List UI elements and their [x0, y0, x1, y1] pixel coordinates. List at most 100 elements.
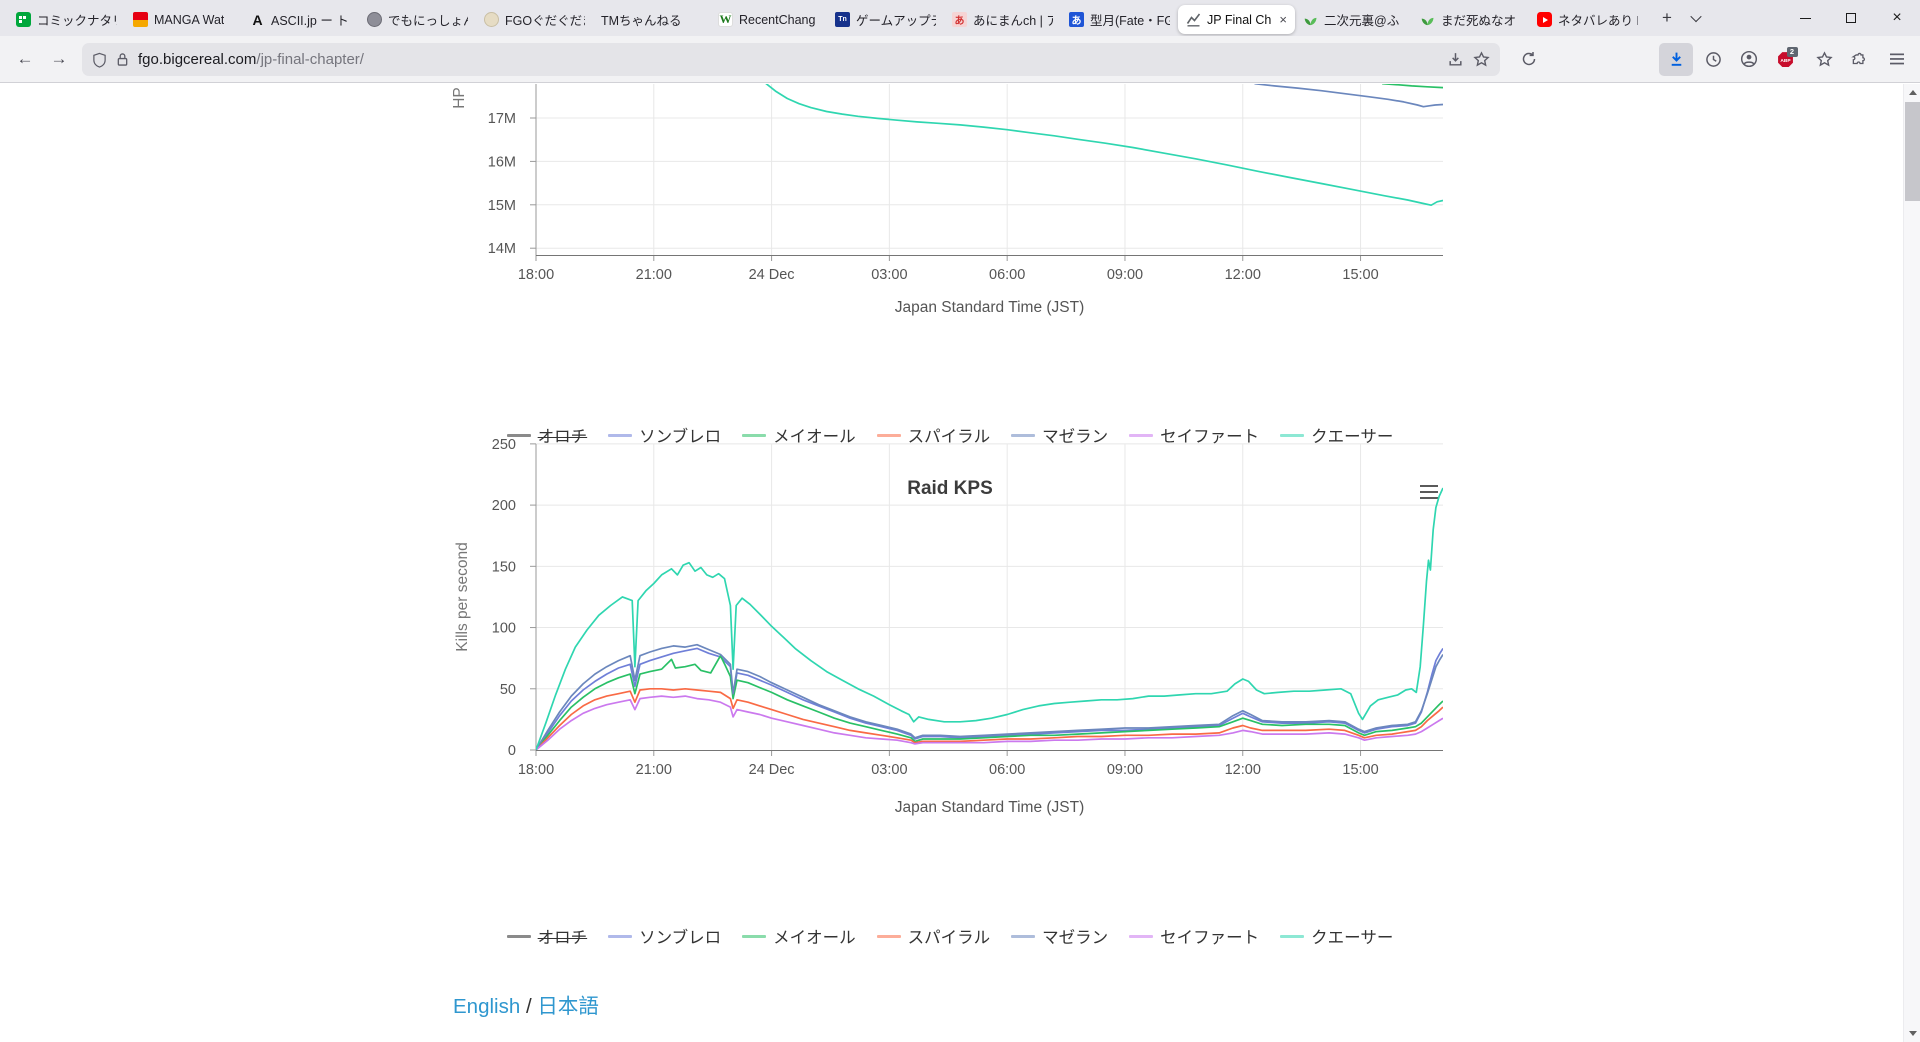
- window-controls: ×: [1782, 0, 1920, 36]
- legend-item-クエーサー[interactable]: クエーサー: [1280, 924, 1393, 948]
- back-button[interactable]: ←: [16, 49, 34, 68]
- legend-item-マゼラン[interactable]: マゼラン: [1011, 924, 1108, 948]
- legend-color-dash: [876, 433, 901, 437]
- scrollbar-thumb[interactable]: [1905, 102, 1920, 201]
- window-minimize-button[interactable]: [1782, 0, 1828, 36]
- url-host: fgo.bigcereal.com: [138, 51, 257, 68]
- y-tick-label: 100: [492, 621, 516, 637]
- legend-color-dash: [506, 433, 531, 437]
- legend-item-ソンブレロ[interactable]: ソンブレロ: [608, 924, 721, 948]
- x-tick-label: 15:00: [1342, 267, 1378, 283]
- x-tick-label: 06:00: [989, 762, 1025, 778]
- tab-game-update[interactable]: ゲームアップデー: [827, 5, 944, 34]
- legend-label: セイファート: [1160, 929, 1260, 947]
- tab-jp-final-chapter-active[interactable]: JP Final Ch ×: [1178, 5, 1295, 34]
- lock-icon[interactable]: [116, 52, 129, 67]
- legend-item-マゼラン[interactable]: マゼラン: [1011, 423, 1108, 447]
- legend-item-セイファート[interactable]: セイファート: [1129, 924, 1259, 948]
- tab-label: 型月(Fate・FG: [1090, 14, 1170, 28]
- legend-item-スパイラル[interactable]: スパイラル: [876, 423, 990, 447]
- scroll-down-arrow[interactable]: [1904, 1025, 1920, 1042]
- tab-animan-ch[interactable]: あにまんch | ア: [944, 5, 1061, 34]
- list-all-tabs-button[interactable]: [1682, 3, 1710, 33]
- tab-close-icon[interactable]: ×: [1279, 12, 1287, 27]
- tab-label: FGOぐだぐだま: [505, 14, 585, 28]
- tab-comic-natalie[interactable]: コミックナタリー: [8, 5, 125, 34]
- chevron-down-icon: [1690, 10, 1702, 23]
- legend-item-ソンブレロ[interactable]: ソンブレロ: [608, 423, 721, 447]
- account-button[interactable]: [1734, 44, 1764, 74]
- avatar-icon: [367, 12, 382, 27]
- series-line-ソンブレロ: [536, 647, 1443, 750]
- sprout-icon: [1420, 12, 1435, 27]
- scroll-up-arrow[interactable]: [1904, 84, 1920, 101]
- youtube-icon: [1537, 12, 1552, 27]
- x-tick-label: 15:00: [1342, 762, 1378, 778]
- y-tick-label: 150: [492, 559, 516, 575]
- new-tab-button[interactable]: +: [1662, 8, 1672, 27]
- x-tick-label: 24 Dec: [749, 762, 795, 778]
- y-tick-label: 50: [500, 682, 516, 698]
- url-text[interactable]: fgo.bigcereal.com/jp-final-chapter/: [138, 51, 364, 68]
- tab-label: ゲームアップデー: [856, 14, 936, 28]
- window-close-button[interactable]: ×: [1874, 0, 1920, 36]
- adblock-plus-button[interactable]: ABP 2: [1770, 44, 1800, 74]
- downloads-button[interactable]: [1659, 43, 1693, 76]
- app-menu-button[interactable]: [1882, 44, 1912, 74]
- legend-item-クエーサー[interactable]: クエーサー: [1280, 423, 1393, 447]
- reload-button[interactable]: [1514, 44, 1544, 74]
- series-line-クエーサー: [536, 487, 1443, 750]
- tab-label: TMちゃんねる: [601, 14, 682, 28]
- wiki-w-icon: [718, 12, 733, 27]
- forward-button[interactable]: →: [50, 49, 68, 68]
- x-tick-label: 18:00: [518, 762, 554, 778]
- tab-label: ASCII.jp ー ト: [271, 14, 349, 28]
- japanese-link[interactable]: 日本語: [537, 995, 599, 1018]
- legend-label: マゼラン: [1042, 428, 1109, 446]
- tab-fgo-gudaguda[interactable]: FGOぐだぐだま: [476, 5, 593, 34]
- tab-demonition[interactable]: でもにっしょん |: [359, 5, 476, 34]
- legend-item-オロチ[interactable]: オロチ: [506, 423, 587, 447]
- tab-recent-changes-wiki[interactable]: RecentChang: [710, 5, 827, 34]
- minimize-icon: [1799, 17, 1811, 19]
- series-line-マゼラン: [536, 643, 1443, 750]
- page-footer: English / 日本語 Atlas Academy Discord Home…: [453, 989, 664, 1042]
- legend-item-セイファート[interactable]: セイファート: [1129, 423, 1259, 447]
- shield-icon[interactable]: [92, 52, 107, 68]
- legend-item-メイオール[interactable]: メイオール: [742, 924, 856, 948]
- hp-chart: 18:00 21:00 24 Dec 03:00 06:00 09:00 12:00 15:0…: [451, 84, 1443, 316]
- legend-color-dash: [742, 433, 767, 437]
- english-link[interactable]: English: [453, 995, 521, 1018]
- save-page-icon[interactable]: [1447, 51, 1464, 68]
- close-icon: ×: [1892, 9, 1902, 26]
- tab-mada-shinuna[interactable]: まだ死ぬなオ: [1412, 5, 1529, 34]
- bookmarks-menu-button[interactable]: [1809, 44, 1839, 74]
- tab-ascii-jp[interactable]: ASCII.jp ー ト: [242, 5, 359, 34]
- bookmark-star-icon[interactable]: [1473, 51, 1490, 68]
- tab-manga-watch[interactable]: MANGA Wat: [125, 5, 242, 34]
- x-tick-label: 03:00: [871, 762, 907, 778]
- tab-futaba-board[interactable]: 二次元裏@ふ: [1295, 5, 1412, 34]
- address-bar[interactable]: fgo.bigcereal.com/jp-final-chapter/: [82, 43, 1500, 76]
- legend-item-メイオール[interactable]: メイオール: [742, 423, 856, 447]
- page-content: 18:00 21:00 24 Dec 03:00 06:00 09:00 12:00 15:0…: [0, 84, 1903, 1042]
- vertical-scrollbar[interactable]: [1903, 84, 1920, 1042]
- legend-item-オロチ[interactable]: オロチ: [506, 924, 587, 948]
- legend-item-スパイラル[interactable]: スパイラル: [876, 924, 990, 948]
- game-tn-icon: [835, 12, 850, 27]
- extensions-button[interactable]: [1843, 44, 1873, 74]
- history-button[interactable]: [1698, 44, 1728, 74]
- window-maximize-button[interactable]: [1828, 0, 1874, 36]
- manga-watch-icon: [133, 12, 148, 27]
- tab-label: RecentChang: [739, 12, 816, 27]
- legend-label: メイオール: [773, 428, 856, 446]
- x-tick-label: 09:00: [1107, 267, 1143, 283]
- tab-netabare-youtube[interactable]: ネタバレあり F(: [1529, 5, 1646, 34]
- tab-tm-channel[interactable]: TMちゃんねる: [593, 5, 710, 34]
- puzzle-icon: [1850, 52, 1865, 64]
- legend-color-dash: [608, 934, 633, 938]
- chart-menu-icon[interactable]: [1420, 485, 1438, 499]
- series-line-メイオール: [1382, 84, 1443, 89]
- triangle-up-icon: [1908, 90, 1917, 95]
- tab-typemoon[interactable]: 型月(Fate・FG: [1061, 5, 1178, 34]
